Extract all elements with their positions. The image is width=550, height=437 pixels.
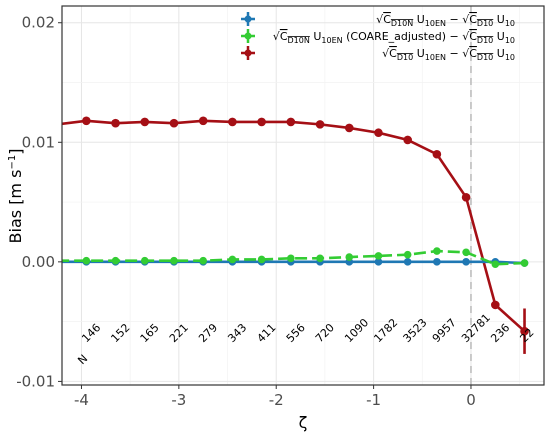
y-tick-label: 0.00 — [22, 253, 55, 271]
y-tick-label: 0.02 — [22, 14, 55, 32]
y-tick-label: 0.01 — [22, 133, 55, 151]
x-axis-title: ζ — [299, 413, 308, 432]
data-point — [403, 258, 412, 266]
data-point — [315, 120, 325, 129]
data-point — [257, 117, 266, 127]
y-axis: -0.01 0.00 0.01 0.02 — [16, 14, 62, 390]
data-point — [462, 248, 470, 257]
data-point — [140, 117, 150, 127]
data-point — [520, 259, 529, 267]
data-point — [228, 117, 237, 127]
y-axis-title: Bias [m s−1] — [6, 149, 25, 244]
data-point — [345, 253, 354, 261]
data-point — [140, 256, 149, 265]
data-point — [198, 116, 208, 126]
legend-item-green: √CD10N U10EN (COARE_adjusted) − √CD10 U1… — [241, 29, 515, 45]
data-point — [257, 255, 266, 264]
x-tick-label: -4 — [74, 391, 89, 409]
data-point — [316, 254, 324, 263]
data-point — [374, 252, 383, 260]
data-point — [169, 118, 179, 128]
data-point — [82, 256, 91, 265]
data-point — [432, 149, 442, 159]
svg-text:√CD10N U10EN − √CD10 U10: √CD10N U10EN − √CD10 U10 — [376, 13, 515, 28]
x-tick-label: -3 — [171, 391, 186, 409]
x-axis: -4 -3 -2 -1 0 — [74, 385, 476, 409]
data-point — [228, 255, 237, 264]
x-tick-label: 0 — [466, 391, 476, 409]
x-tick-label: -1 — [366, 391, 381, 409]
data-point — [491, 260, 500, 269]
data-point — [491, 300, 500, 310]
data-point — [286, 117, 296, 127]
data-point — [374, 128, 383, 138]
legend-item-blue: √CD10N U10EN − √CD10 U10 — [241, 12, 515, 28]
data-point — [111, 118, 120, 128]
data-point — [82, 116, 91, 126]
y-tick-label: -0.01 — [16, 372, 55, 390]
data-point — [287, 254, 295, 263]
data-point — [111, 256, 120, 265]
data-point — [433, 258, 441, 266]
series-2 — [62, 116, 529, 354]
data-point — [462, 258, 470, 266]
data-point — [520, 326, 529, 336]
series-1 — [62, 247, 529, 269]
data-point — [433, 247, 441, 255]
data-point — [374, 258, 383, 266]
x-tick-label: -2 — [269, 391, 284, 409]
data-point — [344, 123, 354, 133]
data-point — [199, 256, 207, 265]
plot-panel-border — [61, 5, 545, 386]
data-point — [170, 256, 178, 265]
series-line-1 — [62, 249, 525, 266]
data-point — [403, 135, 412, 145]
data-point — [403, 250, 412, 259]
data-point — [461, 192, 471, 202]
series-layer — [62, 116, 529, 354]
